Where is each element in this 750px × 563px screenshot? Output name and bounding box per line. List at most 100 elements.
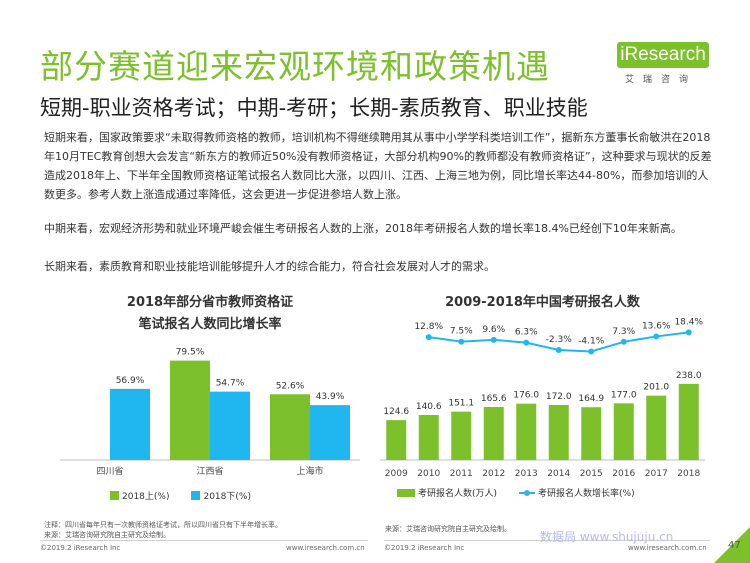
chart2-tick-label: 2009 [385, 469, 408, 479]
chart2-bar-label: 177.0 [611, 390, 637, 400]
legend-swatch-green [110, 491, 119, 500]
legend-item-2018-first-half: 2018上(%) [110, 489, 169, 502]
chart2-bar-label: 151.1 [448, 399, 474, 409]
chart1-bar [270, 394, 310, 460]
chart2-bar-label: 201.0 [643, 383, 669, 393]
chart1-data-label: 52.6% [276, 381, 305, 391]
chart2-source: 来源：艾瑞咨询研究院自主研究及绘制。 [385, 525, 511, 533]
chart2-tick-label: 2012 [482, 469, 505, 479]
page-title: 部分赛道迎来宏观环境和政策机遇 [40, 47, 550, 86]
footer-rule-right [384, 540, 710, 541]
logo-subtext: 艾瑞咨询 [625, 75, 698, 85]
chart1-plot: 56.9% 四川省 79.5% 54.7% 江西省 52.6% 43.9% 上海市 [60, 348, 360, 477]
chart2-tick-label: 2013 [515, 469, 538, 479]
legend-swatch-line [519, 489, 536, 496]
watermark: 数据局 www.shujuju.cn [540, 530, 674, 544]
chart1-tick-label: 上海市 [296, 465, 323, 477]
chart2-bar [646, 395, 667, 460]
chart-teacher-exam-growth: 2018年部分省市教师资格证 笔试报名人数同比增长率 56.9% 四川省 79.5%… [60, 286, 360, 506]
chart1-tick-label: 江西省 [196, 465, 223, 477]
chart2-tick-label: 2018 [677, 469, 700, 479]
chart2-bar-label: 176.0 [513, 391, 539, 401]
logo-badge: iResearch [617, 42, 709, 68]
chart2-growth-label: 12.8% [414, 322, 443, 332]
chart2-growth-label: -4.1% [578, 336, 605, 346]
chart2-growth-point [620, 338, 627, 345]
footer-url-right[interactable]: www.iresearch.com.cn [628, 544, 707, 552]
paragraph-short-term: 短期来看，国家政策要求“未取得教师资格的教师，培训机构不得继续聘用其从事中小学学… [44, 131, 712, 201]
chart1-bar [110, 388, 150, 460]
chart1-title-line1: 2018年部分省市教师资格证 [126, 295, 294, 310]
chart2-growth-label: 7.3% [612, 327, 635, 337]
legend-item-applicants: 考研报名人数(万人) [397, 486, 497, 499]
legend-label: 考研报名人数(万人) [418, 489, 498, 499]
corner-decoration [714, 527, 750, 563]
chart2-tick-label: 2011 [450, 469, 473, 479]
legend-item-growth-rate: 考研报名人数增长率(%) [519, 486, 635, 499]
chart2-growth-point [523, 339, 530, 346]
chart1-title-line2: 笔试报名人数同比增长率 [138, 317, 282, 332]
chart1-bar [170, 360, 210, 460]
legend-swatch-blue [191, 491, 201, 500]
chart2-bar-label: 124.6 [383, 407, 409, 417]
chart2-bar-label: 164.9 [578, 394, 604, 404]
chart2-bar-label: 165.6 [481, 394, 507, 404]
chart2-bar [418, 415, 439, 460]
chart1-data-label: 79.5% [176, 348, 205, 358]
chart2-growth-point [490, 336, 497, 343]
paragraph-long-term: 长期来看，素质教育和职业技能培训能够提升人才的综合能力，符合社会发展对人才的需求… [44, 260, 495, 273]
chart2-bar [483, 407, 504, 460]
chart1-data-label: 54.7% [216, 379, 245, 389]
chart2-tick-label: 2015 [580, 469, 603, 479]
page-subtitle: 短期-职业资格考试；中期-考研；长期-素质教育、职业技能 [40, 96, 588, 120]
chart2-growth-point [588, 348, 595, 355]
page-number: 47 [728, 540, 741, 551]
paragraph-mid-term: 中期来看，宏观经济形势和就业环境严峻会催生考研报名人数的上涨，2018年考研报名… [44, 222, 682, 235]
chart1-bar [210, 391, 250, 460]
chart2-growth-label: 13.6% [642, 321, 671, 331]
chart2-growth-label: 7.5% [450, 327, 473, 337]
chart2-tick-label: 2010 [417, 469, 440, 479]
chart2-growth-point [685, 329, 692, 336]
chart1-tick-label: 四川省 [96, 465, 123, 477]
chart2-growth-point [458, 338, 465, 345]
chart1-note: 注释：四川省每年只有一次教师资格证考试，所以四川省只有下半年增长率。 [44, 521, 282, 529]
chart2-tick-label: 2017 [645, 469, 668, 479]
iresearch-logo: iResearch 艾瑞咨询 [605, 40, 710, 90]
legend-swatch-green [397, 488, 415, 497]
chart2-bar-label: 238.0 [676, 371, 702, 381]
legend-label: 考研报名人数增长率(%) [538, 489, 635, 499]
chart2-bar [386, 420, 407, 460]
chart2-growth-point [653, 333, 660, 340]
chart2-bar [516, 403, 537, 460]
chart2-growth-label: 18.4% [674, 317, 703, 327]
chart2-growth-point [555, 346, 562, 353]
chart2-growth-label: 6.3% [515, 328, 538, 338]
footer-copyright-left: ©2019.2 iResearch Inc [40, 544, 121, 552]
chart2-title: 2009-2018年中国考研报名人数 [445, 295, 640, 310]
chart2-growth-point [425, 334, 432, 341]
chart2-bar-label: 172.0 [546, 392, 572, 402]
legend-label: 2018上(%) [122, 492, 170, 502]
chart2-tick-label: 2016 [612, 469, 635, 479]
chart2-bar-label: 140.6 [416, 402, 442, 412]
chart2-plot: 124.6 2009 140.6 2010 151.1 2011 165.6 2012 176.… [380, 317, 705, 479]
chart2-bar [613, 403, 634, 460]
legend-item-2018-second-half: 2018下(%) [191, 489, 251, 502]
chart1-data-label: 56.9% [116, 376, 145, 386]
chart1-source: 来源：艾瑞咨询研究院自主研究及绘制。 [44, 531, 170, 539]
legend-label: 2018下(%) [203, 492, 251, 502]
chart2-bar [581, 407, 602, 460]
chart-postgrad-applicants: 2009-2018年中国考研报名人数 124.6 2009 140.6 2010 151… [375, 286, 710, 506]
chart2-growth-label: -2.3% [546, 335, 573, 345]
footer-url-left[interactable]: www.iresearch.com.cn [286, 544, 365, 552]
chart1-legend: 2018上(%) 2018下(%) [110, 489, 273, 502]
chart2-bar [451, 411, 472, 460]
chart2-tick-label: 2014 [547, 469, 570, 479]
chart2-bar [678, 383, 699, 460]
chart2-bar [548, 404, 569, 460]
chart1-bar [310, 405, 350, 460]
footer-copyright-right: ©2019.2 iResearch Inc [384, 544, 465, 552]
chart2-legend: 考研报名人数(万人) 考研报名人数增长率(%) [397, 486, 657, 499]
chart2-growth-label: 9.6% [482, 325, 505, 335]
